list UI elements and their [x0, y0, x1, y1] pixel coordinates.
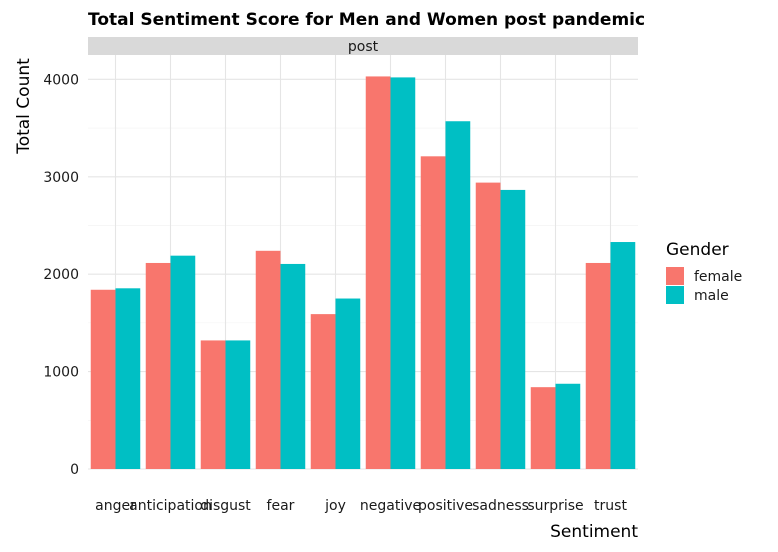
facet-strip: [88, 37, 638, 55]
y-tick-label: 0: [70, 462, 79, 478]
bar-female-negative: [365, 76, 391, 470]
bar-male-fear: [280, 263, 306, 469]
x-tick-label: fear: [267, 498, 295, 514]
y-axis-title: Total Count: [14, 58, 34, 155]
bar-male-sadness: [500, 189, 526, 470]
x-tick-label: anticipation: [129, 498, 212, 514]
x-tick-label: anger: [95, 498, 136, 514]
chart-title: Total Sentiment Score for Men and Women …: [88, 10, 645, 30]
bar-male-trust: [610, 242, 636, 469]
legend: Gender female male: [666, 240, 742, 304]
x-tick-label: surprise: [527, 498, 583, 514]
bar-male-surprise: [555, 383, 581, 469]
bar-female-disgust: [200, 340, 226, 469]
y-axis-ticks: 0 1000 2000 3000 4000: [43, 72, 79, 478]
bar-female-anger: [90, 289, 116, 469]
facet-strip-label: post: [348, 39, 379, 55]
x-tick-label: joy: [324, 498, 346, 514]
bar-male-anticipation: [170, 255, 196, 469]
legend-key-male: [666, 286, 684, 304]
legend-label: female: [694, 269, 742, 285]
bar-female-anticipation: [145, 262, 171, 469]
x-axis-title: Sentiment: [550, 522, 638, 542]
bar-female-fear: [255, 250, 281, 469]
bar-female-surprise: [530, 387, 556, 469]
bar-male-disgust: [225, 340, 251, 469]
bar-female-trust: [585, 262, 611, 469]
bar-male-joy: [335, 298, 361, 469]
bar-female-positive: [420, 156, 446, 469]
y-tick-label: 4000: [43, 72, 79, 88]
y-tick-label: 3000: [43, 170, 79, 186]
x-tick-label: positive: [418, 498, 473, 514]
x-tick-label: trust: [594, 498, 627, 514]
y-tick-label: 1000: [43, 365, 79, 381]
bar-male-positive: [445, 121, 471, 470]
bars: [90, 76, 636, 470]
x-tick-label: disgust: [200, 498, 251, 514]
x-tick-label: sadness: [472, 498, 529, 514]
y-tick-label: 2000: [43, 267, 79, 283]
bar-female-sadness: [475, 182, 501, 470]
bar-male-negative: [390, 77, 416, 470]
bar-female-joy: [310, 314, 336, 469]
legend-key-female: [666, 267, 684, 285]
x-tick-label: negative: [360, 498, 421, 514]
legend-title: Gender: [666, 240, 729, 260]
legend-label: male: [694, 288, 729, 304]
bar-male-anger: [115, 288, 141, 469]
